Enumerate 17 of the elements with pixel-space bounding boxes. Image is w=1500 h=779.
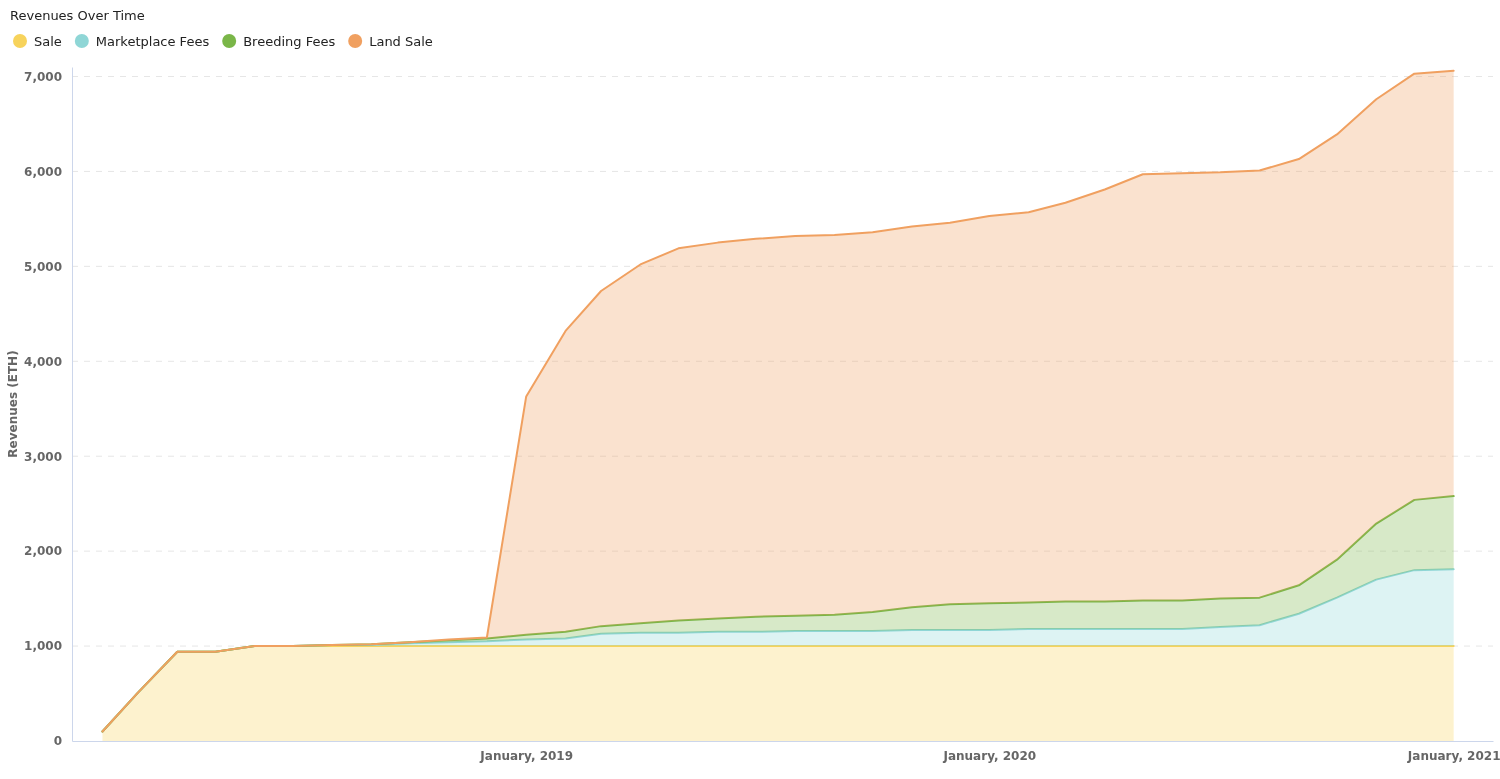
legend-label: Sale [34,34,62,49]
y-tick-label: 4,000 [24,354,62,369]
x-tick-label: January, 2020 [942,748,1037,763]
y-tick-label: 0 [53,734,62,749]
chart-title: Revenues Over Time [10,8,145,23]
y-tick-label: 2,000 [24,544,62,559]
y-tick-label: 6,000 [24,164,62,179]
y-tick-label: 7,000 [24,69,62,84]
legend-label: Breeding Fees [243,34,336,49]
y-tick-label: 3,000 [24,449,62,464]
y-tick-label: 5,000 [24,259,62,274]
x-tick-label: January, 2021 [1406,748,1500,763]
y-tick-label: 1,000 [24,639,62,654]
legend-label: Marketplace Fees [95,34,210,49]
legend-label: Land Sale [369,34,433,49]
y-axis-title: Revenues (ETH) [6,350,20,458]
x-tick-label: January, 2019 [479,748,574,763]
